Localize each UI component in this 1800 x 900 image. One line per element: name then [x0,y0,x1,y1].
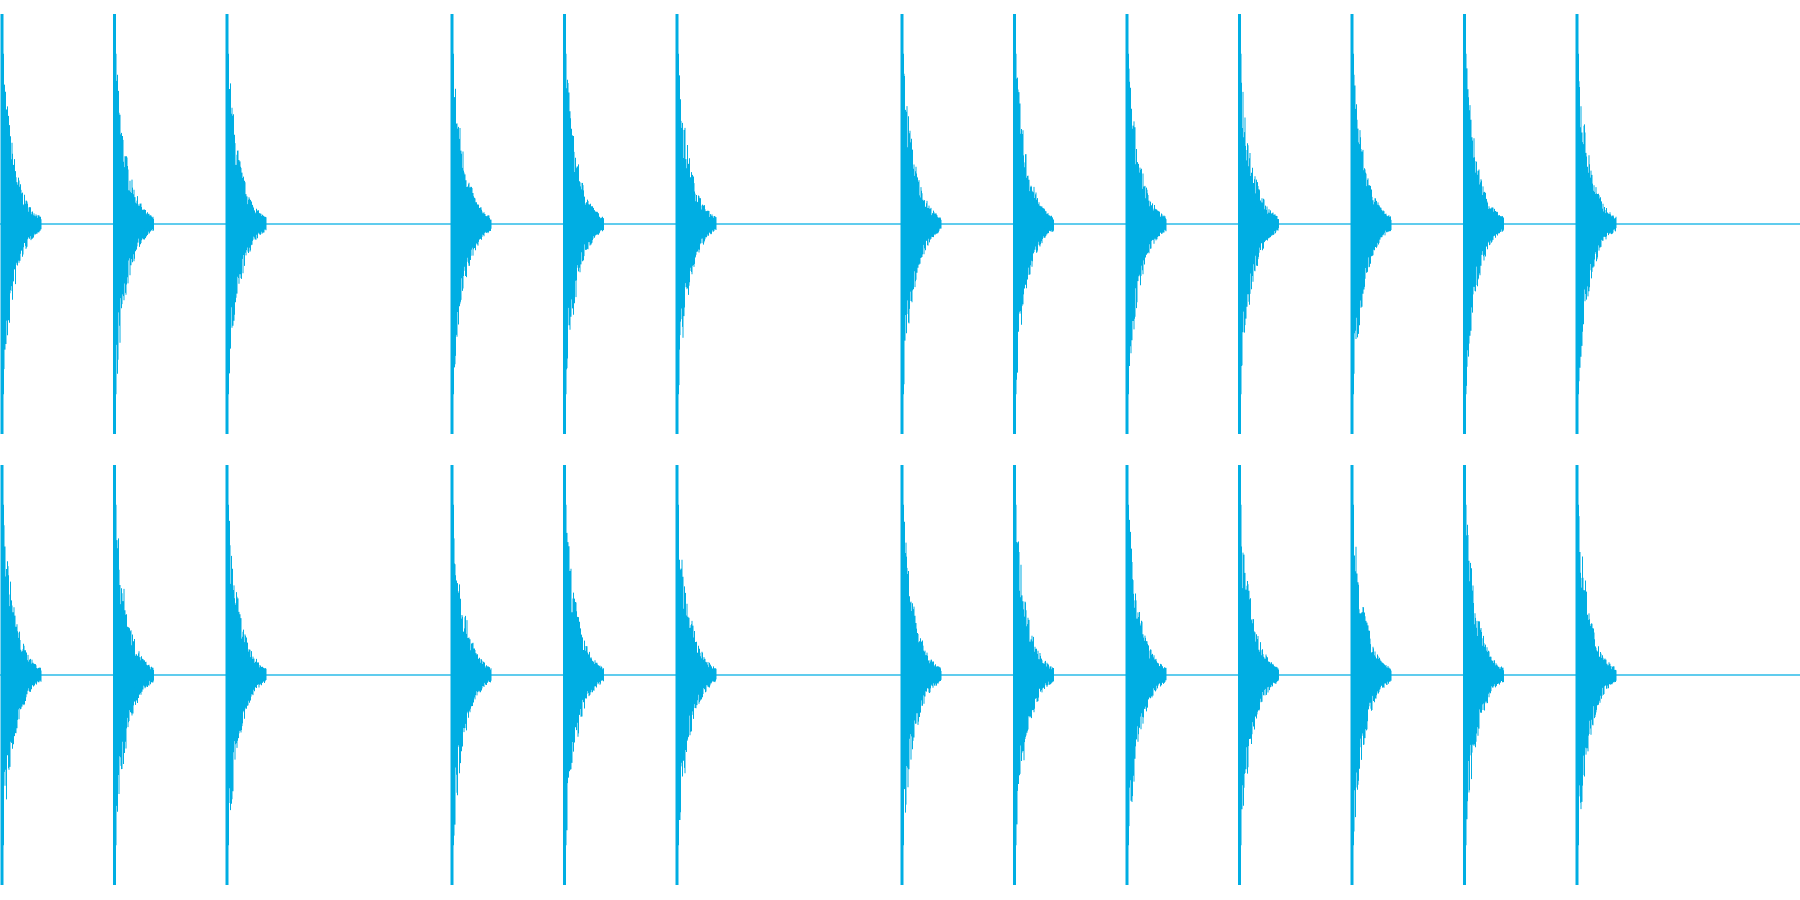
transient-hit [225,465,267,885]
hit-attack-spike [1013,14,1016,434]
transient-hit [1013,465,1054,885]
hit-attack-spike [901,465,904,885]
hit-waveform-core [1576,142,1612,306]
hit-waveform-core [1351,593,1387,757]
transient-hit [1350,465,1392,885]
channel-left-track[interactable] [0,14,1800,434]
hit-waveform-core [1576,593,1612,757]
hit-attack-spike [1126,465,1129,885]
transient-hit [0,465,42,885]
hit-attack-spike [563,14,566,434]
hit-attack-spike [1126,14,1129,434]
hit-attack-spike [676,14,679,434]
hit-waveform-core [1238,593,1275,757]
hit-waveform-core [563,593,600,757]
hit-waveform-core [1463,142,1500,306]
hit-attack-spike [1,465,4,885]
transient-hit [1238,465,1279,885]
transient-hit [563,14,604,434]
transient-hit [450,14,492,434]
hit-attack-spike [1238,14,1241,434]
transient-hit [1125,465,1167,885]
hit-attack-spike [901,14,904,434]
hit-waveform-core [1126,142,1162,306]
hit-attack-spike [451,465,454,885]
transient-hit [113,465,154,885]
hit-attack-spike [113,14,116,434]
hit-attack-spike [1238,465,1241,885]
hit-waveform-core [901,593,937,757]
hit-attack-spike [1351,14,1354,434]
hit-waveform-core [676,142,712,306]
transient-hit [1350,14,1392,434]
transient-hit [900,14,942,434]
hit-waveform-core [226,142,262,306]
hit-waveform-core [113,593,150,757]
transient-hit [0,14,42,434]
transient-hit [450,465,492,885]
hit-attack-spike [1576,14,1579,434]
transient-hit [225,14,267,434]
transient-hit [1013,14,1054,434]
hit-waveform-core [1463,593,1500,757]
hit-attack-spike [226,14,229,434]
transient-hit [675,465,717,885]
hit-attack-spike [563,465,566,885]
transient-hit [113,14,154,434]
hit-waveform-core [1238,142,1275,306]
hit-waveform-core [901,142,937,306]
hit-waveform-core [563,142,600,306]
hit-attack-spike [1576,465,1579,885]
hit-attack-spike [226,465,229,885]
transient-hit [675,14,717,434]
hit-waveform-core [451,593,487,757]
hit-attack-spike [113,465,116,885]
hit-attack-spike [1463,14,1466,434]
transient-hit [1463,465,1504,885]
hit-waveform-core [451,142,487,306]
hit-waveform-core [1351,142,1387,306]
hit-waveform-core [676,593,712,757]
hit-attack-spike [1351,465,1354,885]
hit-waveform-core [1013,142,1050,306]
transient-hit [1575,14,1617,434]
hit-waveform-core [1,142,37,306]
hit-attack-spike [451,14,454,434]
transient-hit [563,465,604,885]
transient-hit [1463,14,1504,434]
transient-hit [1238,14,1279,434]
hit-waveform-core [226,593,262,757]
hit-waveform-core [1,593,37,757]
hit-attack-spike [1463,465,1466,885]
hit-attack-spike [676,465,679,885]
hit-attack-spike [1013,465,1016,885]
transient-hit [1575,465,1617,885]
transient-hit [900,465,942,885]
channel-right-track[interactable] [0,465,1800,885]
hit-attack-spike [1,14,4,434]
hit-waveform-core [113,142,150,306]
transient-hit [1125,14,1167,434]
hit-waveform-core [1013,593,1050,757]
hit-waveform-core [1126,593,1162,757]
